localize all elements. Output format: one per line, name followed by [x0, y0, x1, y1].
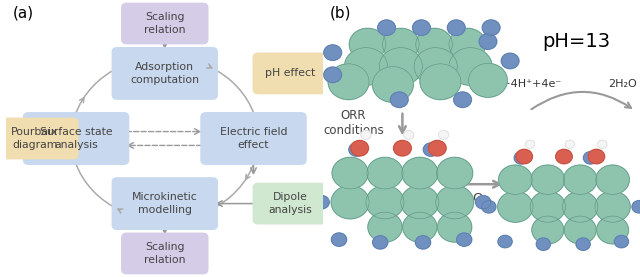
Circle shape	[380, 48, 422, 85]
Circle shape	[565, 140, 575, 148]
Circle shape	[525, 140, 535, 148]
FancyBboxPatch shape	[23, 112, 129, 165]
FancyBboxPatch shape	[200, 112, 307, 165]
Circle shape	[403, 212, 437, 242]
Circle shape	[498, 191, 533, 222]
Circle shape	[447, 20, 465, 35]
Text: (a): (a)	[13, 6, 34, 20]
Circle shape	[428, 140, 446, 156]
Circle shape	[390, 92, 408, 107]
Circle shape	[556, 149, 572, 164]
Circle shape	[564, 216, 596, 244]
Text: ORR
conditions: ORR conditions	[323, 109, 383, 137]
Text: Scaling
relation: Scaling relation	[144, 12, 186, 35]
Circle shape	[595, 191, 630, 222]
Circle shape	[498, 235, 512, 248]
Circle shape	[366, 186, 404, 219]
Circle shape	[414, 48, 457, 85]
Circle shape	[324, 67, 342, 83]
Circle shape	[413, 20, 430, 35]
Circle shape	[614, 235, 628, 248]
FancyBboxPatch shape	[111, 47, 218, 100]
Circle shape	[383, 28, 419, 60]
Circle shape	[349, 28, 386, 60]
Circle shape	[532, 216, 564, 244]
Circle shape	[420, 64, 461, 100]
Text: Surface state
analysis: Surface state analysis	[40, 127, 113, 150]
Circle shape	[378, 20, 396, 35]
Circle shape	[449, 48, 492, 85]
Circle shape	[436, 157, 473, 189]
Circle shape	[436, 186, 474, 219]
Circle shape	[423, 143, 438, 156]
Text: Pourbaix
diagram: Pourbaix diagram	[12, 127, 59, 150]
Circle shape	[404, 130, 414, 139]
Circle shape	[468, 63, 508, 97]
Circle shape	[596, 216, 628, 244]
Circle shape	[632, 201, 640, 213]
FancyBboxPatch shape	[121, 233, 209, 274]
Text: pH effect: pH effect	[265, 68, 315, 78]
Circle shape	[314, 196, 329, 209]
Circle shape	[563, 165, 597, 194]
Circle shape	[563, 191, 598, 222]
Circle shape	[596, 165, 629, 194]
Circle shape	[332, 157, 368, 189]
Circle shape	[530, 191, 566, 222]
Circle shape	[331, 186, 369, 219]
Text: Microkinetic
modelling: Microkinetic modelling	[132, 193, 198, 215]
Circle shape	[482, 20, 500, 35]
Circle shape	[499, 165, 532, 194]
FancyBboxPatch shape	[253, 53, 327, 94]
Circle shape	[332, 233, 347, 246]
FancyBboxPatch shape	[253, 183, 327, 224]
Circle shape	[416, 28, 452, 60]
Circle shape	[531, 165, 564, 194]
Circle shape	[349, 143, 364, 156]
Circle shape	[479, 34, 497, 49]
Circle shape	[454, 92, 472, 107]
Circle shape	[476, 196, 491, 209]
Circle shape	[449, 28, 486, 60]
Circle shape	[415, 236, 431, 249]
Text: (b): (b)	[330, 6, 351, 20]
Circle shape	[501, 53, 519, 69]
Text: O₂: O₂	[472, 192, 488, 204]
Circle shape	[584, 152, 598, 164]
Text: 2H₂O: 2H₂O	[608, 79, 637, 89]
Circle shape	[324, 45, 342, 60]
Text: pH=13: pH=13	[543, 32, 611, 51]
Circle shape	[516, 149, 532, 164]
Circle shape	[401, 186, 439, 219]
Circle shape	[588, 149, 605, 164]
Circle shape	[361, 130, 371, 139]
FancyBboxPatch shape	[0, 117, 79, 159]
Circle shape	[598, 140, 607, 148]
Circle shape	[576, 238, 590, 250]
Circle shape	[456, 233, 472, 246]
Text: Electric field
effect: Electric field effect	[220, 127, 287, 150]
Circle shape	[394, 140, 412, 156]
Circle shape	[438, 212, 472, 242]
Circle shape	[368, 212, 402, 242]
Circle shape	[402, 157, 438, 189]
Text: O₂+4H⁺+4e⁻: O₂+4H⁺+4e⁻	[489, 79, 562, 89]
Circle shape	[514, 152, 528, 164]
FancyBboxPatch shape	[121, 2, 209, 44]
Circle shape	[328, 64, 369, 100]
FancyBboxPatch shape	[111, 177, 218, 230]
Text: Scaling
relation: Scaling relation	[144, 242, 186, 265]
Circle shape	[372, 236, 388, 249]
Text: Adsorption
computation: Adsorption computation	[131, 62, 199, 84]
Circle shape	[438, 130, 449, 139]
Circle shape	[367, 157, 403, 189]
Circle shape	[351, 140, 369, 156]
Circle shape	[536, 238, 550, 250]
Circle shape	[482, 201, 496, 213]
Circle shape	[372, 66, 413, 102]
Text: Dipole
analysis: Dipole analysis	[268, 193, 312, 215]
Circle shape	[344, 48, 387, 85]
